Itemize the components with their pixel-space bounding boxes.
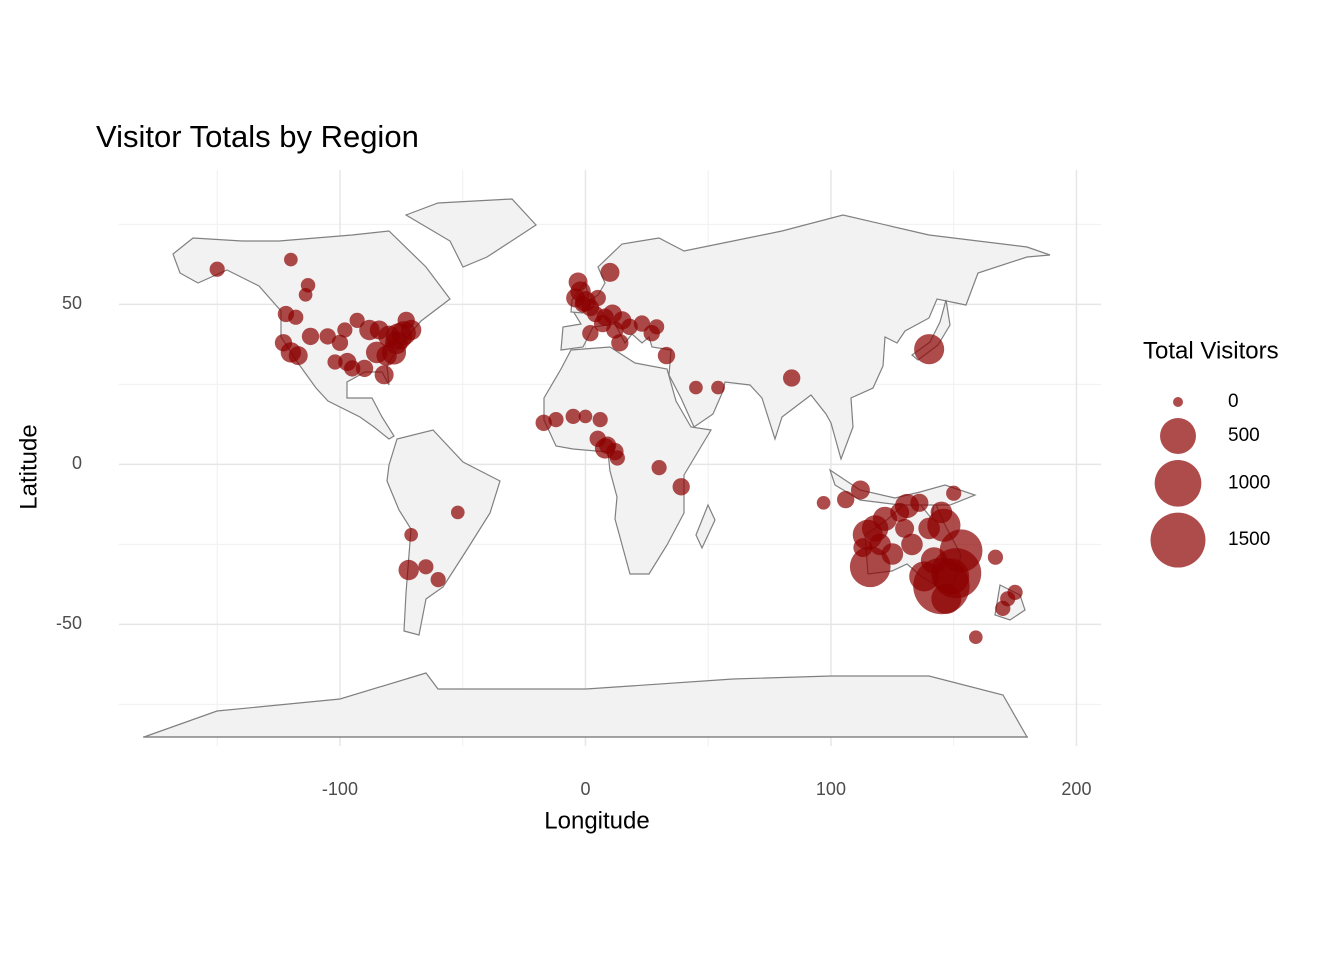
- point: [450, 505, 465, 520]
- y-tick-label: 0: [72, 453, 82, 473]
- point: [910, 493, 929, 512]
- legend-key: [1154, 459, 1202, 507]
- point: [783, 369, 801, 387]
- point: [578, 409, 593, 424]
- africa: [543, 346, 712, 575]
- point: [600, 262, 620, 282]
- point: [397, 311, 415, 330]
- chart-title: Visitor Totals by Region: [96, 119, 419, 154]
- legend-key: [1150, 512, 1206, 568]
- point: [418, 559, 434, 575]
- point: [853, 538, 873, 558]
- x-tick-label: 100: [816, 779, 846, 799]
- point: [689, 380, 703, 395]
- point: [349, 312, 365, 328]
- point: [930, 501, 953, 524]
- legend-label: 1000: [1228, 472, 1270, 493]
- point: [385, 331, 408, 355]
- point: [209, 261, 225, 277]
- point: [837, 490, 855, 509]
- point: [914, 334, 945, 365]
- point: [995, 600, 1011, 616]
- world-map: [143, 198, 1051, 738]
- point: [331, 334, 349, 351]
- y-tick-label: 50: [62, 293, 82, 313]
- madagascar: [695, 503, 716, 550]
- point: [288, 309, 304, 325]
- legend-key: [1173, 397, 1183, 407]
- x-tick-label: 0: [580, 779, 590, 799]
- point: [649, 319, 665, 335]
- point: [301, 327, 320, 346]
- point: [344, 360, 361, 377]
- point: [404, 527, 418, 542]
- legend-label: 500: [1228, 425, 1260, 446]
- point: [850, 480, 870, 500]
- point: [582, 325, 599, 342]
- legend-label: 0: [1228, 391, 1239, 412]
- points: [209, 252, 1023, 645]
- point: [611, 334, 629, 352]
- point: [284, 252, 298, 267]
- point: [946, 485, 962, 501]
- point: [816, 495, 831, 510]
- point: [548, 412, 564, 428]
- legend-title: Total Visitors: [1143, 337, 1279, 364]
- point: [430, 572, 446, 588]
- point: [535, 414, 552, 431]
- point: [327, 354, 343, 370]
- antarctica: [143, 672, 1029, 738]
- x-tick-label: -100: [322, 779, 358, 799]
- point: [587, 305, 604, 323]
- point: [920, 547, 948, 574]
- point: [609, 450, 625, 466]
- point: [711, 380, 725, 395]
- point: [890, 502, 910, 522]
- legend-label: 1500: [1228, 529, 1270, 550]
- point: [288, 346, 308, 366]
- point: [592, 412, 608, 428]
- point: [987, 549, 1004, 565]
- south-america: [386, 429, 501, 636]
- y-axis-label: Latitude: [15, 424, 42, 509]
- point: [337, 322, 353, 338]
- point: [298, 287, 313, 302]
- point: [895, 518, 915, 538]
- point: [672, 478, 690, 496]
- x-axis-label: Longitude: [544, 807, 649, 834]
- legend: 0 500 1000 1500: [1150, 391, 1270, 568]
- point: [968, 630, 983, 645]
- point: [621, 318, 638, 335]
- x-tick-label: 200: [1061, 779, 1091, 799]
- legend-key: [1160, 418, 1196, 454]
- point: [319, 328, 336, 345]
- y-tick-label: -50: [56, 613, 82, 633]
- point: [398, 559, 419, 581]
- point: [565, 408, 581, 424]
- point: [901, 533, 923, 556]
- greenland: [404, 198, 537, 268]
- point: [918, 517, 940, 540]
- point: [869, 533, 891, 556]
- point: [651, 460, 667, 476]
- point: [657, 346, 676, 365]
- point: [374, 365, 394, 385]
- point: [589, 289, 606, 307]
- point: [1007, 584, 1023, 600]
- point: [355, 359, 374, 378]
